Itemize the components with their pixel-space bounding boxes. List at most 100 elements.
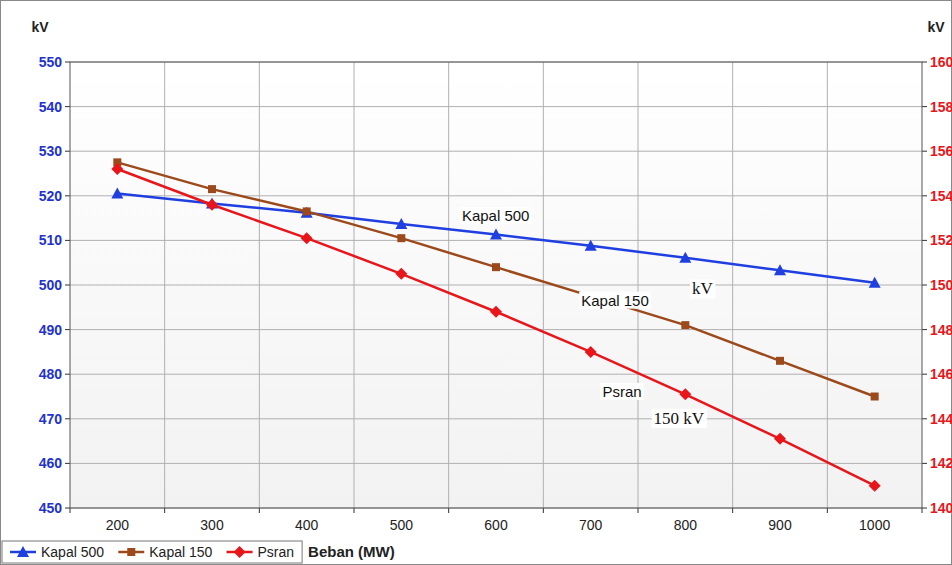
- x-tick: [827, 508, 828, 513]
- data-point: [871, 393, 879, 401]
- y2-axis-title: kV: [927, 19, 945, 35]
- x-tick-label: 900: [768, 517, 792, 533]
- x-tick-label: 1000: [859, 517, 890, 533]
- data-point: [301, 232, 313, 244]
- annotation: Kapal 500: [462, 207, 530, 224]
- grid-line: [70, 240, 922, 241]
- series-line: [117, 169, 874, 486]
- grid-line-x: [354, 62, 355, 508]
- x-tick: [732, 508, 733, 513]
- y-tick: [65, 374, 70, 375]
- y2-tick: [922, 463, 927, 464]
- y2-tick-label: 160: [930, 54, 952, 70]
- y-tick-label: 530: [39, 143, 63, 159]
- x-tick: [543, 508, 544, 513]
- annotation: Psran: [603, 383, 642, 400]
- x-tick-label: 600: [484, 517, 508, 533]
- grid-line-x: [259, 62, 260, 508]
- data-point: [303, 207, 311, 215]
- grid-line: [70, 151, 922, 152]
- x-tick-label: 200: [106, 517, 130, 533]
- grid-line-x: [827, 62, 828, 508]
- series-group: [111, 158, 880, 491]
- y-tick-label: 550: [39, 54, 63, 70]
- grid-line-x: [543, 62, 544, 508]
- y-tick-label: 480: [39, 366, 63, 382]
- y2-tick-label: 146: [930, 366, 952, 382]
- y-tick: [65, 463, 70, 464]
- data-point: [397, 234, 405, 242]
- grid-line: [70, 463, 922, 464]
- grid-line: [70, 285, 922, 286]
- chart-frame: [1, 1, 952, 565]
- y-tick-label: 450: [39, 500, 63, 516]
- annotation: 150 kV: [654, 409, 705, 428]
- y2-tick-label: 156: [930, 143, 952, 159]
- y-tick-label: 520: [39, 188, 63, 204]
- x-tick: [638, 508, 639, 513]
- legend-marker: [17, 546, 29, 557]
- y2-tick: [922, 285, 927, 286]
- annotation-bg: [601, 383, 644, 400]
- y2-tick-label: 142: [930, 455, 952, 471]
- y2-tick-label: 158: [930, 99, 952, 115]
- y2-tick-label: 140: [930, 500, 952, 516]
- y2-tick-label: 150: [930, 277, 952, 293]
- data-point: [774, 264, 786, 275]
- grid-line: [70, 195, 922, 196]
- annotation-bg: [460, 207, 532, 224]
- y2-tick: [922, 418, 927, 419]
- data-point: [111, 163, 123, 175]
- x-tick: [354, 508, 355, 513]
- data-point: [679, 388, 691, 400]
- grid-line-x: [732, 62, 733, 508]
- legend-label: Psran: [258, 544, 295, 560]
- legend-marker: [234, 546, 246, 558]
- legend-box: [2, 541, 302, 563]
- legend-label: Kapal 500: [41, 544, 104, 560]
- y-tick: [65, 195, 70, 196]
- data-point: [679, 252, 691, 263]
- data-point: [776, 357, 784, 365]
- x-tick-label: 800: [674, 517, 698, 533]
- x-axis-title: Beban (MW): [308, 543, 395, 560]
- y-tick: [65, 240, 70, 241]
- y2-tick: [922, 374, 927, 375]
- y2-tick-label: 148: [930, 322, 952, 338]
- grid-line-x: [164, 62, 165, 508]
- x-tick-label: 700: [579, 517, 603, 533]
- annotation: kV: [692, 279, 714, 298]
- data-point: [869, 277, 881, 288]
- data-point: [208, 185, 216, 193]
- grid-line: [70, 418, 922, 419]
- data-point: [681, 321, 689, 329]
- data-point: [869, 480, 881, 492]
- annotation-bg: [579, 292, 651, 309]
- plot-area: [70, 62, 922, 508]
- data-point: [395, 218, 407, 229]
- annotation-bg: [652, 409, 707, 428]
- y2-tick: [922, 240, 927, 241]
- y2-tick-label: 144: [930, 411, 952, 427]
- y2-tick: [922, 106, 927, 107]
- x-tick: [448, 508, 449, 513]
- y2-tick: [922, 508, 927, 509]
- x-tick: [70, 508, 71, 513]
- data-point: [111, 188, 123, 199]
- legend: Kapal 500Kapal 150PsranBeban (MW): [2, 541, 395, 563]
- y2-tick: [922, 195, 927, 196]
- y-tick-label: 470: [39, 411, 63, 427]
- y-tick-label: 490: [39, 322, 63, 338]
- y-tick-label: 460: [39, 455, 63, 471]
- x-tick: [922, 508, 923, 513]
- data-point: [206, 199, 218, 211]
- series-line: [117, 194, 874, 283]
- y-tick: [65, 508, 70, 509]
- data-point: [395, 268, 407, 280]
- x-tick-label: 400: [295, 517, 319, 533]
- grid-line: [70, 374, 922, 375]
- data-point: [490, 306, 502, 318]
- y-tick: [65, 151, 70, 152]
- y-tick: [65, 106, 70, 107]
- y-tick-label: 500: [39, 277, 63, 293]
